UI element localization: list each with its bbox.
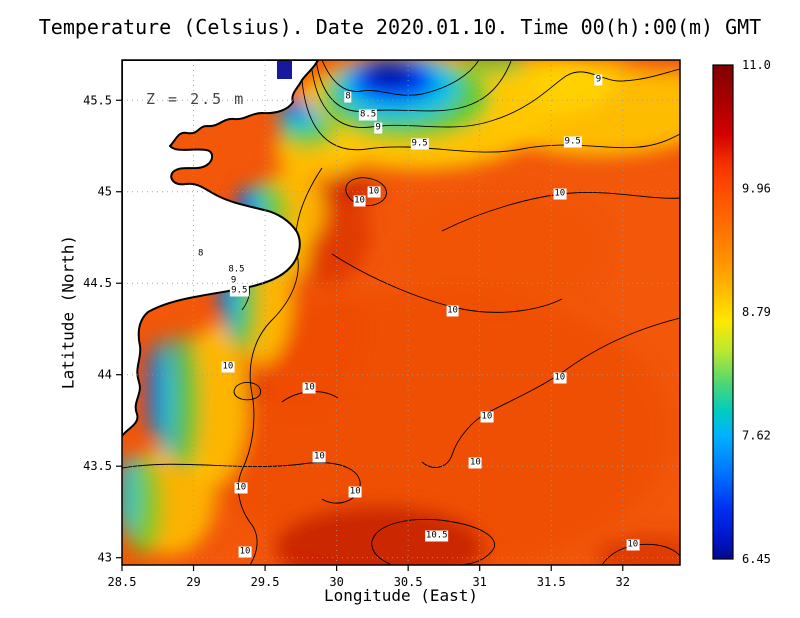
y-tick-label: 44.5 (83, 276, 112, 290)
y-tick-label: 45.5 (83, 93, 112, 107)
y-tick-label: 44 (98, 368, 112, 382)
land-mass (122, 60, 319, 437)
plot-frame (121, 59, 681, 566)
x-tick-label: 29 (186, 575, 200, 589)
y-tick-label: 43 (98, 551, 112, 565)
cold-patch-blob (364, 60, 416, 87)
x-tick-label: 31 (472, 575, 486, 589)
colorbar-gradient (712, 64, 734, 560)
warm-core-blob (275, 506, 485, 565)
colorbar-tick-label: 11.0 (742, 58, 771, 72)
colorbar-labels: 11.0 9.96 8.79 7.62 6.45 (742, 58, 771, 566)
x-tick-label: 30 (329, 575, 343, 589)
estuary-cold-cell-marker (277, 61, 292, 79)
x-tick-label: 32 (616, 575, 630, 589)
y-tick-label: 45 (98, 185, 112, 199)
x-tick-label: 28.5 (108, 575, 137, 589)
figure-title: Temperature (Celsius). Date 2020.01.10. … (38, 15, 762, 39)
depth-annotation: Z = 2.5 m (146, 90, 246, 108)
colorbar: 11.0 9.96 8.79 7.62 6.45 (712, 58, 771, 566)
contour-line (122, 462, 361, 504)
x-tick-label: 30.5 (394, 575, 423, 589)
grid-and-ticks: 28.5 29 29.5 30 30.5 31 31.5 32 45.5 45 44.5 44 43.5… (83, 60, 680, 589)
contour-line (315, 60, 512, 112)
contour-line (301, 79, 680, 153)
contour-line (321, 60, 480, 96)
y-tick-label: 43.5 (83, 459, 112, 473)
x-tick-label: 29.5 (251, 575, 280, 589)
contour-line (421, 317, 680, 468)
colorbar-tick-label: 7.62 (742, 429, 771, 443)
colorbar-tick-label: 8.79 (742, 305, 771, 319)
x-tick-label: 31.5 (537, 575, 566, 589)
sea-field (122, 60, 680, 565)
x-axis-label: Longitude (East) (323, 586, 479, 605)
colorbar-tick-label: 9.96 (742, 182, 771, 196)
land-layer (122, 60, 319, 437)
contour-line (441, 192, 680, 232)
temperature-field-blobs (122, 60, 680, 565)
colorbar-tick-label: 6.45 (742, 552, 771, 566)
contour-line (601, 543, 680, 565)
contour-line (310, 61, 680, 129)
contour-line (371, 518, 495, 565)
contour-line (233, 382, 262, 401)
